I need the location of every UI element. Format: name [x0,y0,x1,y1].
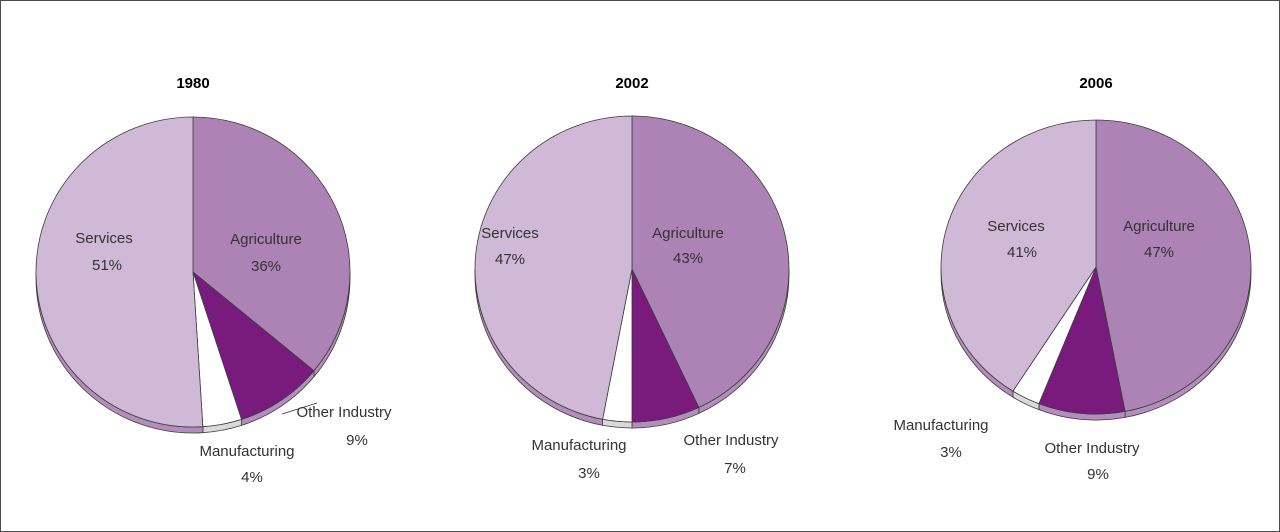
slice-value-agriculture: 43% [673,250,703,267]
slice-value-manufacturing: 3% [940,444,962,461]
pie-slice-agriculture [192,116,351,372]
slice-value-agriculture: 47% [1144,244,1174,261]
slice-label-manufacturing: Manufacturing [893,417,988,434]
slice-value-services: 41% [1007,244,1037,261]
slice-label-manufacturing: Manufacturing [199,443,294,460]
slice-label-services: Services [481,225,539,242]
slice-label-services: Services [75,230,133,247]
pie-chart-2006: 2006 Agriculture 47% Other Industry 9% Manufa… [893,75,1252,483]
slice-label-other-industry: Other Industry [296,404,392,421]
slice-value-other-industry: 9% [346,432,368,449]
slice-value-manufacturing: 4% [241,469,263,486]
pie-title: 2002 [615,75,648,92]
slice-value-other-industry: 7% [724,460,746,477]
pie-title: 1980 [176,75,209,92]
pie-slice-services [474,115,633,420]
pie-chart-2002: 2002 Agriculture 43% Other Industry 7% Manufa… [474,75,790,482]
slice-label-manufacturing: Manufacturing [531,437,626,454]
pie-chart-1980: 1980 Agriculture 36% Other Industry 9% Manufa… [35,75,392,486]
pie-title: 2006 [1079,75,1112,92]
slice-value-agriculture: 36% [251,258,281,275]
leader-line [281,402,318,415]
pie-slice-agriculture [1095,119,1252,412]
pie-slice-agriculture [631,115,790,408]
slice-value-services: 47% [495,251,525,268]
slice-label-agriculture: Agriculture [230,231,302,248]
slice-label-other-industry: Other Industry [1044,440,1140,457]
pie-slice-other-industry [192,270,315,420]
slice-value-manufacturing: 3% [578,465,600,482]
slice-value-other-industry: 9% [1087,466,1109,483]
slice-label-agriculture: Agriculture [1123,218,1195,235]
slice-label-agriculture: Agriculture [652,225,724,242]
pie-slice-other-industry [1038,265,1126,415]
slice-label-other-industry: Other Industry [683,432,779,449]
pie-slice-services [940,119,1097,392]
slice-value-services: 51% [92,257,122,274]
pie-slice-services [35,116,204,428]
slice-label-services: Services [987,218,1045,235]
